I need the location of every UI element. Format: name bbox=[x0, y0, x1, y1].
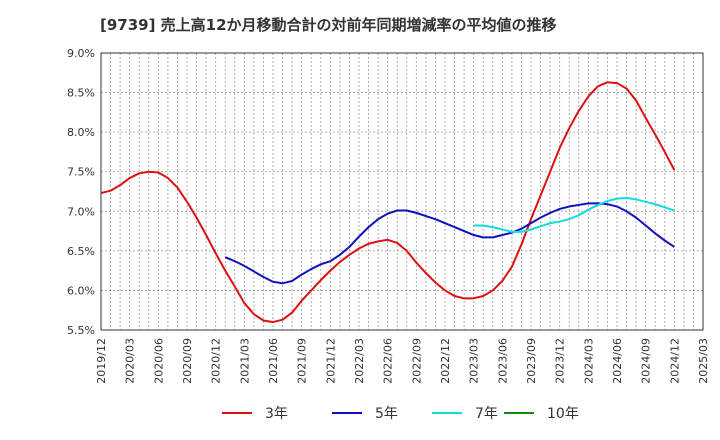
legend-label-2: 5年 bbox=[375, 406, 398, 422]
y-tick-label: 7.5% bbox=[67, 166, 95, 179]
x-tick-label: 2023/09 bbox=[525, 338, 538, 384]
x-tick-label: 2025/03 bbox=[697, 338, 710, 384]
x-tick-label: 2020/09 bbox=[181, 338, 194, 384]
legend-label-4: 10年 bbox=[547, 406, 579, 422]
x-tick-label: 2022/03 bbox=[353, 338, 366, 384]
x-tick-label: 2021/03 bbox=[238, 338, 251, 384]
y-tick-label: 8.0% bbox=[67, 126, 95, 139]
legend-label-1: 3年 bbox=[265, 406, 288, 422]
x-tick-label: 2023/12 bbox=[554, 338, 567, 384]
y-tick-label: 7.0% bbox=[67, 205, 95, 218]
x-tick-label: 2024/06 bbox=[611, 338, 624, 384]
x-tick-label: 2024/09 bbox=[640, 338, 653, 384]
y-tick-label: 6.5% bbox=[67, 245, 95, 258]
y-tick-label: 5.5% bbox=[67, 324, 95, 337]
x-tick-label: 2021/06 bbox=[267, 338, 280, 384]
y-tick-label: 6.0% bbox=[67, 284, 95, 297]
series-line-1 bbox=[100, 81, 676, 324]
x-tick-label: 2024/03 bbox=[582, 338, 595, 384]
x-tick-label: 2022/09 bbox=[410, 338, 423, 384]
plot-frame bbox=[100, 52, 704, 331]
chart-title: [9739] 売上高12か月移動合計の対前年同期増減率の平均値の推移 bbox=[100, 16, 557, 34]
legend-label-3: 7年 bbox=[475, 406, 498, 422]
x-tick-label: 2022/12 bbox=[439, 338, 452, 384]
series-line-3 bbox=[473, 196, 675, 233]
x-tick-label: 2020/06 bbox=[152, 338, 165, 384]
x-tick-label: 2023/06 bbox=[496, 338, 509, 384]
x-tick-label: 2021/09 bbox=[296, 338, 309, 384]
x-tick-label: 2021/12 bbox=[324, 338, 337, 384]
x-tick-label: 2020/03 bbox=[124, 338, 137, 384]
x-tick-label: 2019/12 bbox=[95, 338, 108, 384]
y-tick-label: 9.0% bbox=[67, 47, 95, 60]
x-tick-label: 2022/06 bbox=[382, 338, 395, 384]
y-tick-label: 8.5% bbox=[67, 87, 95, 100]
x-tick-label: 2023/03 bbox=[468, 338, 481, 384]
x-tick-label: 2024/12 bbox=[668, 338, 681, 384]
x-tick-label: 2020/12 bbox=[210, 338, 223, 384]
plot-area bbox=[100, 52, 704, 331]
